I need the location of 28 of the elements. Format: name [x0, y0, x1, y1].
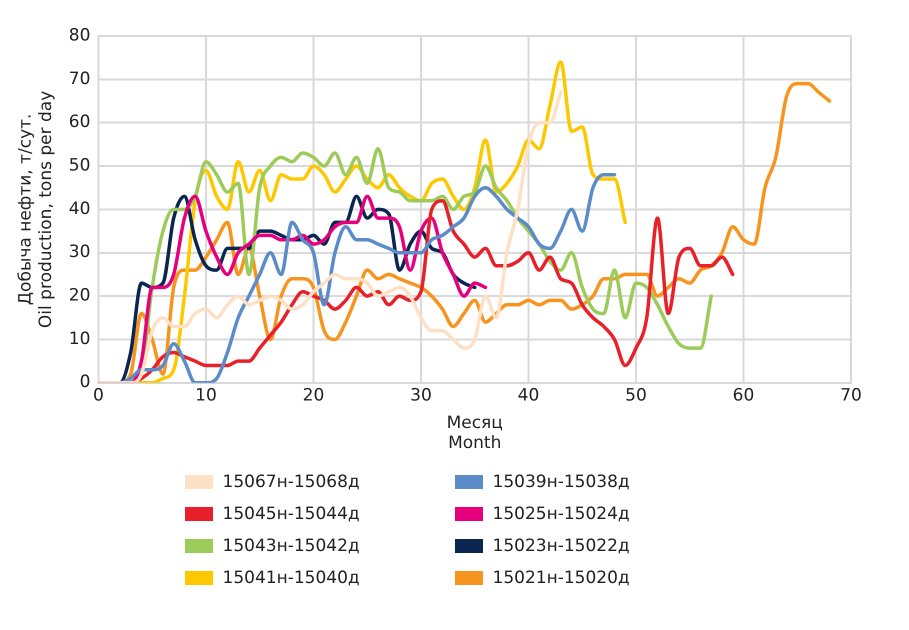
line-series — [98, 90, 562, 383]
y-tick-label: 0 — [80, 372, 90, 392]
y-tick-label: 60 — [68, 112, 90, 132]
y-tick-label: 80 — [68, 25, 90, 46]
x-axis-title: Месяц Month — [446, 412, 503, 454]
x-tick-label: 70 — [840, 385, 862, 406]
x-tick-label: 30 — [410, 385, 432, 406]
y-axis-title: Добыча нефти, т/сут. Oil production, tons per day — [16, 90, 56, 328]
legend-label: 15039н-15038д — [492, 472, 630, 492]
y-tick-label: 10 — [68, 328, 90, 349]
legend-label: 15043н-15042д — [222, 536, 360, 556]
legend-label: 15067н-15068д — [222, 472, 360, 492]
legend-label: 15023н-15022д — [492, 536, 630, 556]
legend-label: 15021н-15020д — [492, 568, 630, 588]
x-tick-label: 50 — [625, 385, 647, 406]
x-tick-label: 10 — [195, 385, 217, 406]
legend-label: 15041н-15040д — [222, 568, 360, 588]
x-tick-label: 20 — [302, 385, 324, 406]
x-tick-label: 40 — [518, 385, 540, 406]
y-tick-label: 40 — [68, 198, 90, 219]
y-tick-label: 30 — [68, 242, 90, 262]
y-tick-label: 20 — [68, 286, 90, 306]
x-tick-label: 0 — [93, 385, 104, 406]
y-tick-label: 50 — [68, 155, 90, 176]
y-tick-label: 70 — [68, 68, 90, 89]
x-tick-label: 60 — [732, 385, 754, 406]
legend-label: 15025н-15024д — [492, 504, 630, 524]
legend-label: 15045н-15044д — [222, 504, 360, 524]
